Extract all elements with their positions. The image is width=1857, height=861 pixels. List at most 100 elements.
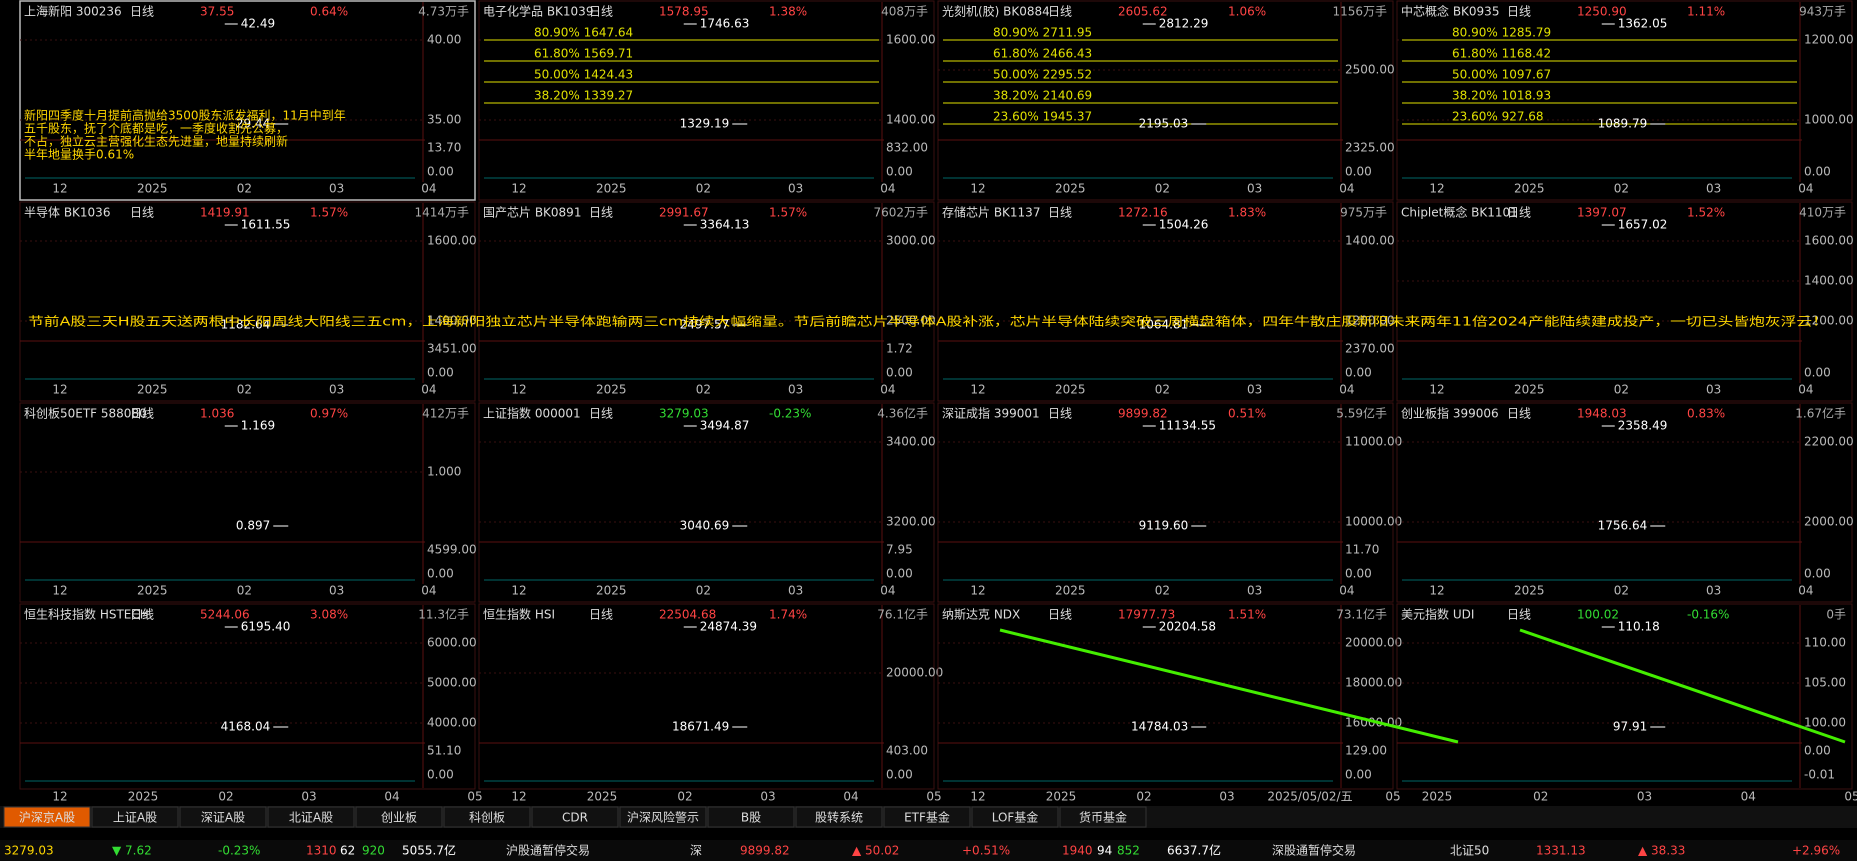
x-tick-label: 04 (843, 790, 858, 804)
x-tick-label: 03 (1706, 383, 1721, 397)
x-tick-label: 2025 (596, 584, 627, 598)
low-label: 97.91 (1613, 720, 1647, 734)
panel-name: 国产芯片 BK0891 (483, 206, 581, 220)
y-tick-label: 1600.00 (427, 234, 477, 248)
price: 17977.73 (1118, 608, 1175, 622)
trend-line (999, 628, 1459, 744)
tab[interactable] (355, 806, 443, 828)
status-item: -0.23% (218, 844, 260, 858)
tab[interactable] (971, 806, 1059, 828)
period: 日线 (1507, 407, 1531, 421)
x-tick-label: 12 (1429, 584, 1444, 598)
fib-label: 80.90% 1647.64 (534, 26, 633, 40)
tab-label: 创业板 (381, 811, 417, 825)
tab-label: 沪深风险警示 (627, 810, 699, 825)
y-tick-label: 6000.00 (427, 636, 477, 650)
x-tick-label: 03 (1247, 182, 1262, 196)
panel-frame (478, 201, 935, 402)
fib-label: 61.80% 1168.42 (1452, 47, 1551, 61)
x-tick-label: 2025 (1055, 383, 1086, 397)
change: 1.51% (1228, 608, 1266, 622)
x-tick-label: 2025 (1055, 182, 1086, 196)
x-tick-label: 02 (1614, 584, 1629, 598)
tab[interactable] (707, 806, 795, 828)
volume-tick-label: 0.00 (1804, 366, 1831, 380)
volume-tick-label: 2325.00 (1345, 141, 1395, 155)
tab-label: B股 (741, 811, 761, 825)
fib-label: 50.00% 2295.52 (993, 68, 1092, 82)
x-tick-label: 12 (970, 182, 985, 196)
tab-label: 北证A股 (289, 811, 333, 825)
price: 1578.95 (659, 5, 709, 19)
tab[interactable] (267, 806, 355, 828)
low-label: 3040.69 (680, 519, 730, 533)
tab[interactable] (531, 806, 619, 828)
panel-frame (937, 603, 1394, 790)
note: 不占，独立云主营强化生态先进量，地量持续刷新 (24, 134, 288, 149)
panel-frame (19, 0, 476, 201)
x-tick-label: 03 (329, 182, 344, 196)
high-label: 110.18 (1618, 620, 1660, 634)
y-tick-label: 1400.00 (1345, 234, 1395, 248)
volume-tick-label: -0.01 (1804, 768, 1835, 782)
change: 1.06% (1228, 5, 1266, 19)
fib-label: 61.80% 2466.43 (993, 47, 1092, 61)
volume-tick-label: 0.00 (886, 768, 913, 782)
volume: 5.59亿手 (1336, 406, 1387, 421)
period: 日线 (130, 407, 154, 421)
price: 2605.62 (1118, 5, 1168, 19)
volume-tick-label: 129.00 (1345, 744, 1387, 758)
x-tick-label: 04 (1741, 790, 1756, 804)
status-item: ▲ 38.33 (1638, 844, 1685, 858)
panel-name: 存储芯片 BK1137 (942, 205, 1040, 220)
volume-tick-label: 2370.00 (1345, 342, 1395, 356)
x-tick-label: 2025 (128, 790, 159, 804)
x-tick-label: 04 (880, 383, 895, 397)
x-tick-label: 04 (1339, 584, 1354, 598)
tab-label: 货币基金 (1079, 810, 1127, 825)
x-tick-label: 03 (301, 790, 316, 804)
x-tick-label: 2025 (1514, 182, 1545, 196)
x-tick-label: 02 (677, 790, 692, 804)
y-tick-label: 1600.00 (1804, 234, 1854, 248)
status-item: 6637.7亿 (1167, 843, 1221, 858)
tab[interactable] (883, 806, 971, 828)
panel-frame (937, 0, 1394, 201)
x-tick-label: 2025 (1046, 790, 1077, 804)
x-tick-label: 12 (970, 790, 985, 804)
high-label: 2358.49 (1618, 419, 1668, 433)
tab-label: LOF基金 (992, 810, 1039, 825)
panel-name: 半导体 BK1036 (24, 206, 110, 220)
tab[interactable] (179, 806, 267, 828)
tab-label: 上证A股 (113, 811, 157, 825)
y-tick-label: 18000.00 (1345, 676, 1402, 690)
tab[interactable] (795, 806, 883, 828)
tab[interactable] (619, 806, 707, 828)
note: 新阳四季度十月提前高抛给3500股东派发福利，11月中到年 (24, 108, 346, 123)
status-item: 1940 (1062, 844, 1093, 858)
x-tick-label: 02 (1136, 790, 1151, 804)
x-tick-label: 12 (52, 790, 67, 804)
y-tick-label: 11000.00 (1345, 435, 1402, 449)
x-tick-label: 05 (1385, 790, 1400, 804)
tab[interactable] (3, 806, 91, 828)
status-item: +2.96% (1792, 844, 1840, 858)
x-tick-label: 04 (880, 584, 895, 598)
change: 3.08% (310, 608, 348, 622)
tab[interactable] (91, 806, 179, 828)
tab[interactable] (443, 806, 531, 828)
tab[interactable] (1059, 806, 1147, 828)
y-tick-label: 1400.00 (427, 314, 477, 328)
fib-label: 38.20% 2140.69 (993, 89, 1092, 103)
panel-frame (478, 402, 935, 603)
volume-tick-label: 0.00 (427, 165, 454, 179)
period: 日线 (589, 608, 613, 622)
status-item: +0.51% (962, 844, 1010, 858)
panel-name: 恒生科技指数 HSTECH (24, 607, 149, 622)
volume-tick-label: 0.00 (1345, 165, 1372, 179)
period: 日线 (1507, 206, 1531, 220)
panel-name: Chiplet概念 BK1101 (1401, 205, 1518, 220)
volume-tick-label: 0.00 (886, 567, 913, 581)
high-label: 6195.40 (241, 620, 291, 634)
period: 日线 (589, 407, 613, 421)
